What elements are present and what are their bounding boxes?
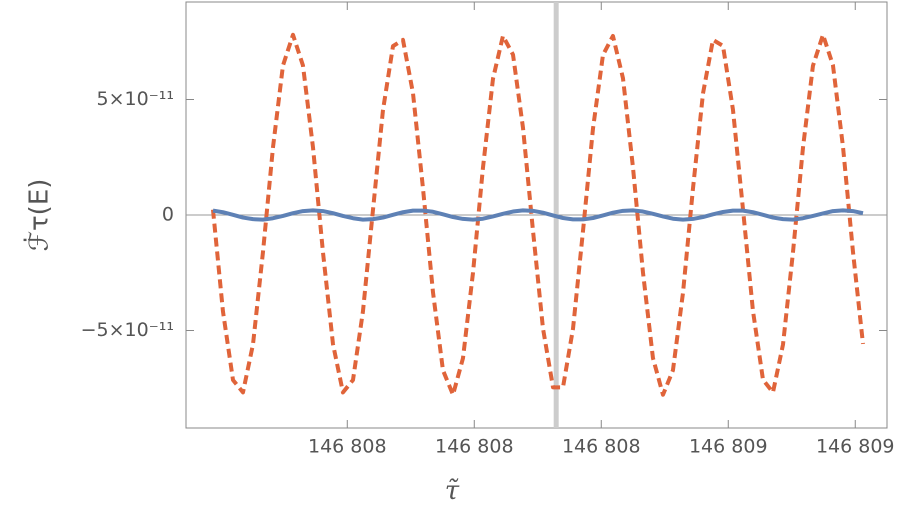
series-line	[210, 32, 865, 397]
x-tick-label: 146 808	[435, 436, 514, 458]
y-tick-label: 0	[162, 204, 174, 226]
y-tick-label: 5×10⁻¹¹	[97, 88, 174, 110]
x-tick-label: 146 809	[689, 436, 768, 458]
x-tick-label: 146 808	[308, 436, 387, 458]
series-line	[212, 208, 864, 222]
x-axis-label: τ̃	[445, 476, 460, 506]
y-tick-label: −5×10⁻¹¹	[81, 319, 174, 341]
x-tick-label: 146 808	[562, 436, 641, 458]
y-axis-label: ℱ̇τ(E)	[22, 179, 55, 252]
x-tick-label: 146 809	[816, 436, 895, 458]
